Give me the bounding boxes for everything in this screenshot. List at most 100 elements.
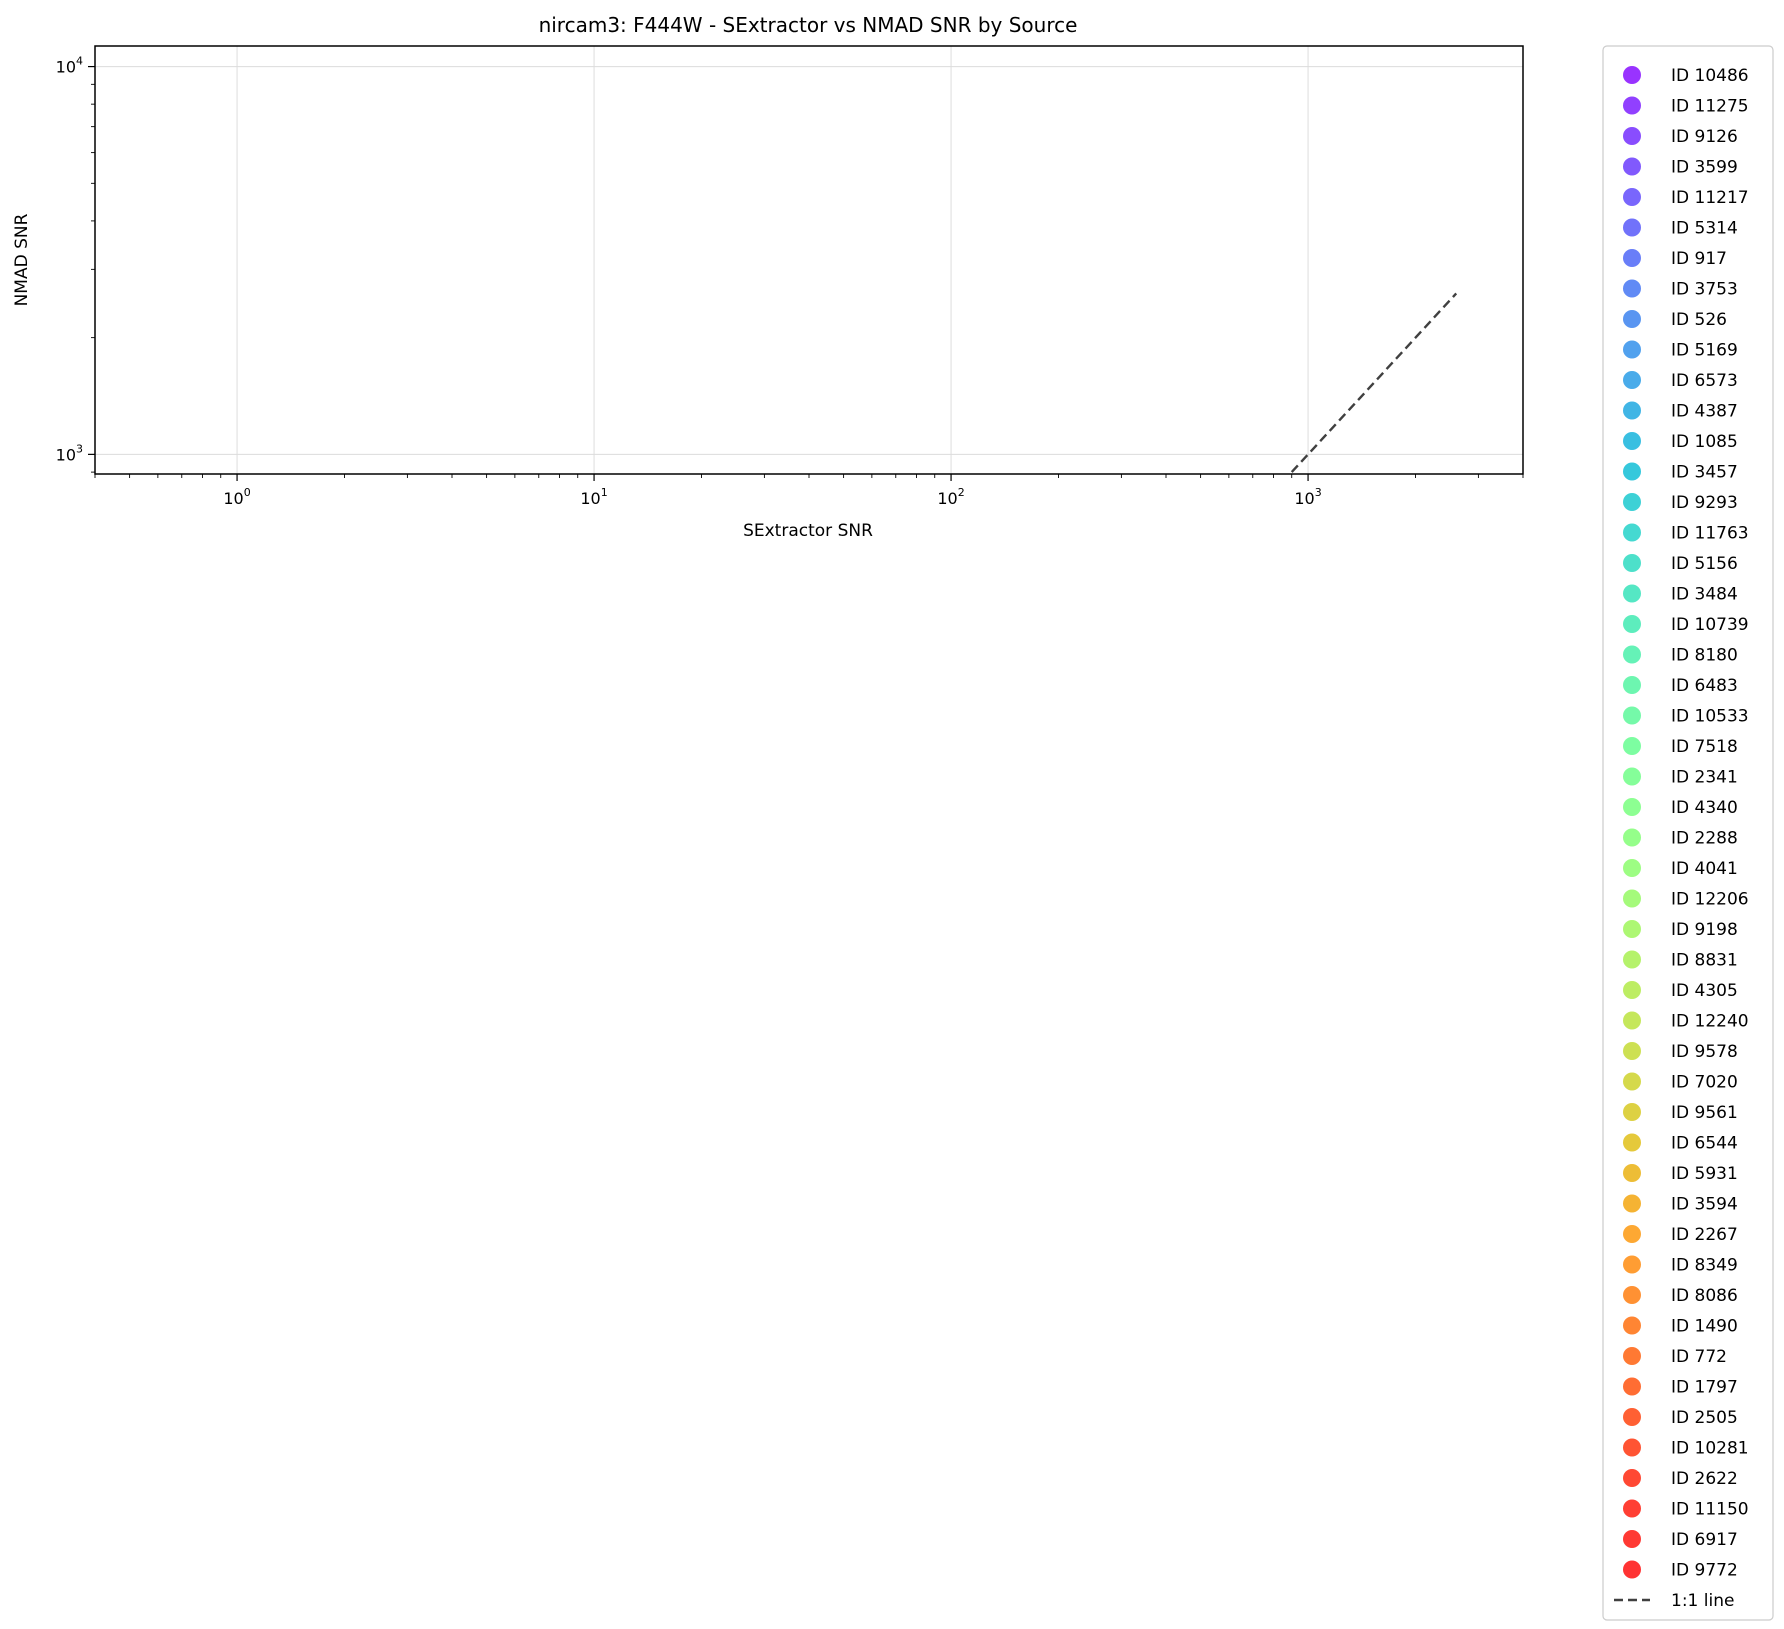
legend-marker — [1623, 1408, 1641, 1426]
legend-marker — [1623, 1103, 1641, 1121]
legend-label: ID 3457 — [1671, 463, 1738, 483]
legend-marker — [1623, 432, 1641, 450]
legend-marker — [1623, 767, 1641, 786]
legend-label: ID 11217 — [1671, 188, 1749, 208]
legend-label: ID 8180 — [1671, 646, 1738, 666]
legend-label: ID 7020 — [1671, 1073, 1738, 1093]
x-tick-label-base: 10 — [580, 489, 600, 508]
legend-label: ID 9578 — [1671, 1042, 1738, 1062]
x-tick-label-base: 10 — [1294, 489, 1314, 508]
legend-label: ID 9561 — [1671, 1103, 1738, 1123]
legend-label: ID 11763 — [1671, 524, 1749, 544]
legend-marker — [1623, 401, 1641, 420]
legend-marker — [1623, 127, 1641, 145]
legend-label: ID 2622 — [1671, 1469, 1738, 1489]
y-tick-label-base: 10 — [56, 445, 76, 464]
legend-label: ID 6917 — [1671, 1530, 1738, 1550]
legend-marker — [1623, 157, 1641, 176]
legend-marker — [1623, 249, 1641, 267]
legend-label: ID 6483 — [1671, 676, 1738, 696]
legend: ID 10486 ID 11275 ID 9126 ID 3599 ID 11217 ID… — [1602, 45, 1774, 1621]
legend-marker — [1623, 340, 1641, 359]
plot-area — [1290, 292, 1458, 473]
legend-label: ID 917 — [1671, 249, 1727, 269]
legend-marker — [1623, 1194, 1641, 1213]
legend-marker — [1623, 584, 1641, 603]
legend-marker — [1623, 1347, 1641, 1365]
legend-marker — [1623, 188, 1641, 206]
x-tick-label-exponent: 2 — [958, 486, 965, 499]
legend-label: ID 9198 — [1671, 920, 1738, 940]
legend-label: ID 10281 — [1671, 1439, 1749, 1459]
y-tick-label-exponent: 3 — [76, 442, 83, 455]
x-tick-label: 103 — [1294, 486, 1321, 508]
y-tick-label: 104 — [56, 55, 83, 77]
legend-label: 1:1 line — [1671, 1591, 1734, 1611]
legend-label: ID 4387 — [1671, 402, 1738, 422]
x-tick-label: 101 — [580, 486, 607, 508]
y-tick-label: 103 — [56, 442, 83, 464]
legend-label: ID 1490 — [1671, 1317, 1738, 1337]
legend-marker — [1623, 981, 1641, 999]
legend-label: ID 5156 — [1671, 554, 1738, 574]
legend-marker — [1623, 1316, 1641, 1335]
legend-label: ID 2288 — [1671, 829, 1738, 849]
legend-marker — [1623, 1469, 1641, 1487]
legend-marker — [1623, 218, 1641, 237]
legend-marker — [1623, 310, 1641, 328]
legend-label: ID 2267 — [1671, 1225, 1738, 1245]
legend-label: ID 8831 — [1671, 951, 1738, 971]
x-tick-label-base: 10 — [937, 489, 957, 508]
legend-label: ID 1085 — [1671, 432, 1738, 452]
grid — [95, 46, 1523, 474]
legend-marker — [1623, 920, 1641, 938]
legend-label: ID 9126 — [1671, 127, 1738, 147]
legend-marker — [1623, 615, 1641, 633]
legend-label: ID 7518 — [1671, 737, 1738, 757]
legend-label: ID 8086 — [1671, 1286, 1738, 1306]
legend-label: ID 12240 — [1671, 1012, 1749, 1032]
legend-marker — [1623, 371, 1641, 389]
legend-marker — [1623, 1560, 1641, 1579]
legend-marker — [1623, 1011, 1641, 1030]
legend-marker — [1623, 645, 1641, 664]
legend-label: ID 5931 — [1671, 1164, 1738, 1184]
legend-label: ID 9293 — [1671, 493, 1738, 513]
x-tick-label-exponent: 0 — [244, 486, 251, 499]
legend-marker — [1623, 66, 1641, 84]
legend-marker — [1623, 1133, 1641, 1152]
legend-marker — [1623, 676, 1641, 694]
legend-marker — [1623, 1225, 1641, 1243]
x-tick-label: 100 — [223, 486, 250, 508]
legend-label: ID 526 — [1671, 310, 1727, 330]
legend-label: ID 1797 — [1671, 1378, 1738, 1398]
legend-marker — [1623, 1164, 1641, 1182]
legend-marker — [1623, 279, 1641, 298]
legend-marker — [1623, 737, 1641, 755]
x-axis-label: SExtractor SNR — [743, 521, 873, 541]
legend-label: ID 2505 — [1671, 1408, 1738, 1428]
legend-marker — [1623, 554, 1641, 572]
legend-label: ID 11150 — [1671, 1500, 1749, 1520]
legend-marker — [1623, 1438, 1641, 1457]
legend-label: ID 10533 — [1671, 707, 1749, 727]
legend-marker — [1623, 1499, 1641, 1518]
legend-entries: ID 10486 ID 11275 ID 9126 ID 3599 ID 11217 ID… — [1614, 66, 1749, 1611]
legend-label: ID 10739 — [1671, 615, 1749, 635]
legend-label: ID 9772 — [1671, 1561, 1738, 1581]
legend-marker — [1623, 1042, 1641, 1060]
legend-marker — [1623, 1530, 1641, 1548]
x-tick-label-exponent: 1 — [601, 486, 608, 499]
legend-marker — [1623, 1255, 1641, 1274]
legend-label: ID 6573 — [1671, 371, 1738, 391]
legend-marker — [1623, 889, 1641, 908]
y-axis-label: NMAD SNR — [12, 213, 32, 306]
one-to-one-line — [1290, 292, 1458, 473]
legend-marker — [1623, 950, 1641, 969]
legend-label: ID 3484 — [1671, 585, 1738, 605]
x-tick-label-base: 10 — [223, 489, 243, 508]
legend-marker — [1623, 96, 1641, 115]
chart-title: nircam3: F444W - SExtractor vs NMAD SNR … — [539, 13, 1078, 37]
